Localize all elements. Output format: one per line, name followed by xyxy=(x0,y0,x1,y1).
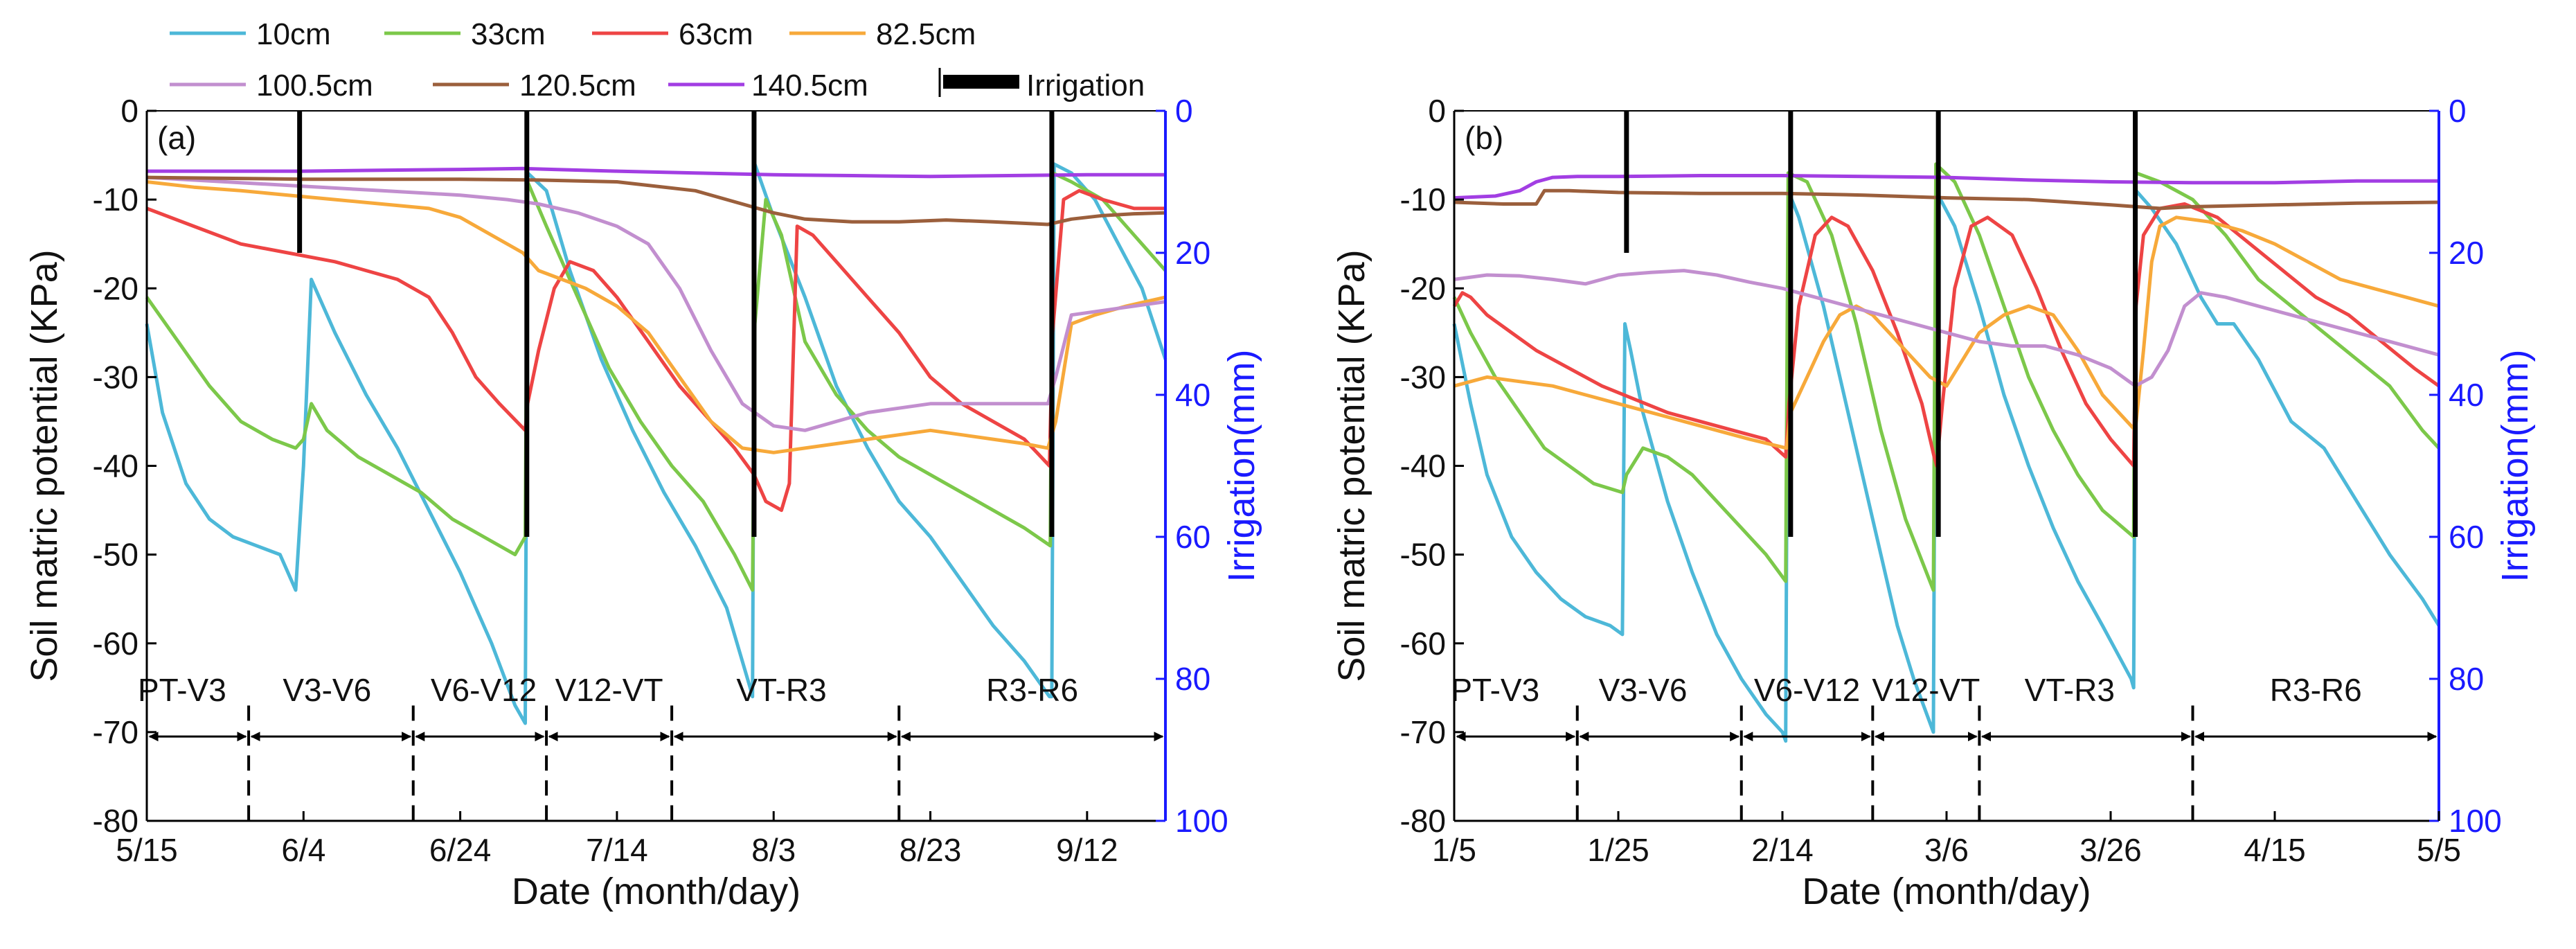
panel-a-y2-tick-label-40: 40 xyxy=(1175,377,1210,413)
panel-b-x-tick-label-2-14: 2/14 xyxy=(1751,832,1814,868)
panel-b-y-tick-label-30: -30 xyxy=(1400,359,1446,395)
panel-b-series-140-5cm xyxy=(1454,174,2439,200)
panel-b-y-tick-label-60: -60 xyxy=(1400,626,1446,662)
panel-a-series-33cm xyxy=(145,171,1167,592)
panel-a-x-tick-label-8-23: 8/23 xyxy=(900,832,962,868)
panel-b-y-axis-title: Soil matric potential (KPa) xyxy=(1331,249,1372,682)
panel-b-y2-tick-label-40: 40 xyxy=(2449,377,2484,413)
panel-a-y-tick-label-60: -60 xyxy=(93,626,138,662)
panel-a-y-tick-label-50: -50 xyxy=(93,537,138,573)
panel-b-y2-tick-label-20: 20 xyxy=(2449,235,2484,271)
panel-b-series-10cm xyxy=(1452,188,2441,743)
legend-label-33cm: 33cm xyxy=(471,17,546,51)
panel-b-stage-label-vt-r3: VT-R3 xyxy=(2025,672,2115,708)
panel-a-stage-label-pt-v3: PT-V3 xyxy=(138,672,226,708)
panel-b-stage-label-r3-r6: R3-R6 xyxy=(2270,672,2362,708)
panel-b-y2-tick-label-100: 100 xyxy=(2449,803,2502,839)
legend-label-10cm: 10cm xyxy=(256,17,331,51)
panel-a-y-tick-label-80: -80 xyxy=(93,803,138,839)
panel-a: PT-V3 V3-V6 V6-V12 V12-VT VT-R3 R3-R6 0 -10 -20 -… xyxy=(24,93,1262,912)
panel-a-x-tick-label-6-4: 6/4 xyxy=(281,832,325,868)
panel-b-series-33cm xyxy=(1452,162,2440,592)
panel-b-y2-tick-label-0: 0 xyxy=(2449,93,2467,129)
panel-a-y-tick-label-10: -10 xyxy=(93,181,138,218)
panel-b-y2-tick-label-60: 60 xyxy=(2449,519,2484,555)
panel-a-y2-axis-title: Irrigation(mm) xyxy=(1221,349,1262,582)
panel-a-y-tick-label-0: 0 xyxy=(120,93,138,129)
panel-a-series-10cm xyxy=(145,162,1168,725)
panel-b-y-tick-label-40: -40 xyxy=(1400,448,1446,484)
panel-b-y-tick-label-0: 0 xyxy=(1428,93,1446,129)
panel-a-stage-label-v6-v12: V6-V12 xyxy=(431,672,537,708)
panel-a-y2-tick-label-100: 100 xyxy=(1175,803,1228,839)
panel-b-stage-label-pt-v3: PT-V3 xyxy=(1451,672,1539,708)
panel-b-y-tick-label-10: -10 xyxy=(1400,181,1446,218)
legend-label-82-5cm: 82.5cm xyxy=(876,17,976,51)
panel-a-x-tick-label-5-15: 5/15 xyxy=(116,832,178,868)
panel-b-x-axis-title: Date (month/day) xyxy=(1802,871,2091,912)
panel-a-y-tick-label-20: -20 xyxy=(93,270,138,306)
panel-a-y2-tick-label-80: 80 xyxy=(1175,661,1210,697)
panel-a-x-tick-label-9-12: 9/12 xyxy=(1056,832,1118,868)
panel-b-y-tick-label-50: -50 xyxy=(1400,537,1446,573)
legend-irrigation-swatch xyxy=(943,75,1019,89)
panel-a-stage-label-vt-r3: VT-R3 xyxy=(736,672,826,708)
panel-b-x-tick-label-5-5: 5/5 xyxy=(2417,832,2461,868)
panel-a-y-tick-label-30: -30 xyxy=(93,359,138,395)
panel-a-y2-tick-label-60: 60 xyxy=(1175,519,1210,555)
panel-b-y-tick-label-70: -70 xyxy=(1400,714,1446,750)
panel-b-x-tick-label-1-25: 1/25 xyxy=(1587,832,1649,868)
legend-label-140-5cm: 140.5cm xyxy=(751,69,868,103)
panel-b-x-tick-label-4-15: 4/15 xyxy=(2244,832,2306,868)
panel-a-series-120-5cm xyxy=(146,175,1166,227)
legend-label-irrigation: Irrigation xyxy=(1026,69,1145,103)
panel-a-y-axis-title: Soil matric potential (KPa) xyxy=(24,249,65,682)
panel-b-stage-label-v12-vt: V12-VT xyxy=(1872,672,1980,708)
panel-a-x-axis-title: Date (month/day) xyxy=(512,871,800,912)
legend: 10cm 33cm 63cm 82.5cm 100.5cm 120.5cm 14… xyxy=(170,17,1145,103)
legend-label-120-5cm: 120.5cm xyxy=(519,69,636,103)
panel-a-stage-label-v3-v6: V3-V6 xyxy=(283,672,371,708)
panel-b-x-tick-label-3-6: 3/6 xyxy=(1924,832,1969,868)
panel-a-x-tick-label-6-24: 6/24 xyxy=(429,832,492,868)
legend-label-100-5cm: 100.5cm xyxy=(256,69,373,103)
panel-a-series-140-5cm xyxy=(147,166,1165,179)
panel-b-stage-label-v6-v12: V6-V12 xyxy=(1754,672,1860,708)
panel-a-y-tick-label-70: -70 xyxy=(93,714,138,750)
panel-b-y-tick-label-20: -20 xyxy=(1400,270,1446,306)
panel-b-series-63cm xyxy=(1452,202,2440,468)
panel-b: PT-V3 V3-V6 V6-V12 V12-VT VT-R3 R3-R6 0 -10 -20 -… xyxy=(1331,93,2536,912)
panel-a-stage-label-v12-vt: V12-VT xyxy=(555,672,663,708)
panel-a-x-tick-label-8-3: 8/3 xyxy=(751,832,796,868)
legend-label-63cm: 63cm xyxy=(679,17,753,51)
panel-b-stage-label-v3-v6: V3-V6 xyxy=(1599,672,1688,708)
panel-a-y2-tick-label-20: 20 xyxy=(1175,235,1210,271)
panel-b-y2-tick-label-80: 80 xyxy=(2449,661,2484,697)
panel-b-series-100-5cm xyxy=(1454,269,2440,388)
panel-b-x-tick-label-1-5: 1/5 xyxy=(1432,832,1476,868)
panel-b-y-tick-label-80: -80 xyxy=(1400,803,1446,839)
panel-b-y2-axis-title: Irrigation(mm) xyxy=(2494,349,2536,582)
panel-a-label: (a) xyxy=(157,120,196,156)
panel-a-y-tick-label-40: -40 xyxy=(93,448,138,484)
panel-a-stage-label-r3-r6: R3-R6 xyxy=(986,672,1078,708)
panel-a-y2-tick-label-0: 0 xyxy=(1175,93,1193,129)
panel-b-series-82-5cm xyxy=(1454,215,2440,450)
panel-a-series-82-5cm xyxy=(146,180,1166,454)
panel-a-x-tick-label-7-14: 7/14 xyxy=(586,832,648,868)
panel-b-label: (b) xyxy=(1465,120,1503,156)
panel-b-x-tick-label-3-26: 3/26 xyxy=(2079,832,2142,868)
panel-b-series-120-5cm xyxy=(1454,188,2440,211)
